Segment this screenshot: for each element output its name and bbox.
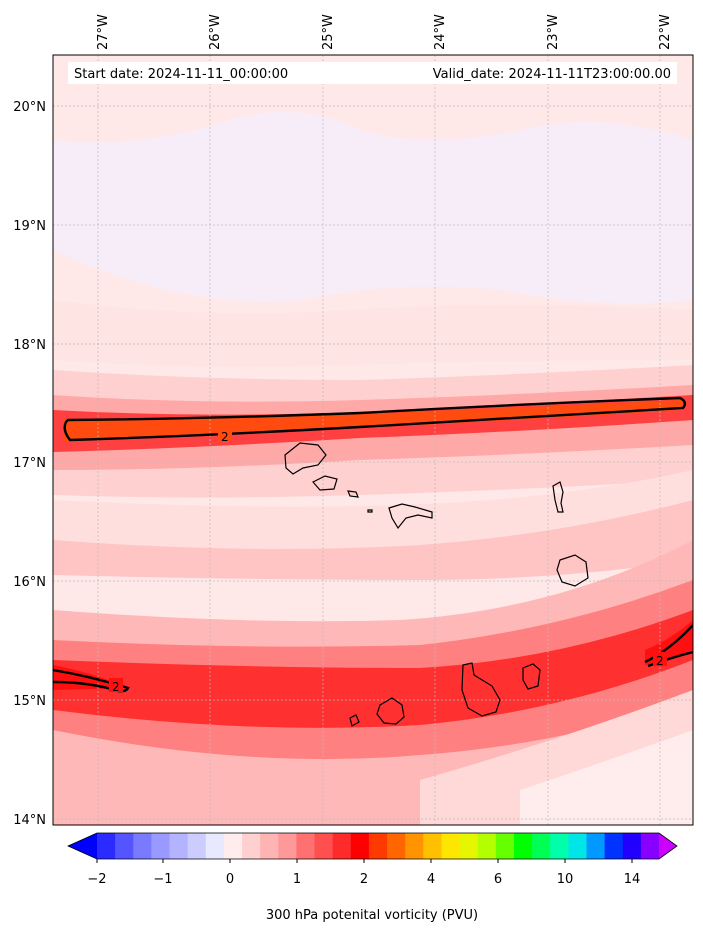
colorbar-segment (586, 833, 606, 859)
colorbar-segment (115, 833, 134, 859)
pv-band-south-inner (53, 610, 693, 728)
island-brava (349, 714, 360, 727)
colorbar-segment (151, 833, 171, 859)
colorbar-segment (513, 833, 533, 859)
contour-2pvu-southwest (53, 668, 130, 693)
colorbar (67, 832, 678, 863)
colorbar-segment (459, 833, 479, 859)
pv-filled-contours (53, 55, 693, 825)
colorbar-segment (387, 833, 406, 859)
lon-label-26w: 26°W (208, 14, 223, 50)
start-date-text: Start date: 2024-11-11_00:00:00 (74, 67, 288, 82)
pv-2-contours (53, 396, 693, 693)
island-sao-nicolau (388, 503, 433, 530)
contour-label-southeast: 2 (656, 654, 664, 668)
island-fogo (376, 697, 405, 725)
lat-label-15n: 15°N (13, 694, 46, 709)
colorbar-segment (296, 833, 316, 859)
lat-label-18n: 18°N (13, 338, 46, 353)
cb-tick-label-1: 1 (293, 872, 301, 887)
lat-label-17n: 17°N (13, 456, 46, 471)
cb-tick-label-10: 10 (557, 872, 574, 887)
lon-label-22w: 22°W (658, 14, 673, 50)
contour-label-north: 2 (221, 430, 229, 444)
lat-label-14n: 14°N (13, 813, 46, 828)
coastlines (284, 442, 589, 727)
contour-2pvu-southeast-b (647, 650, 693, 668)
pv-southeast-weakest (520, 730, 693, 825)
island-santo-antao (284, 442, 327, 475)
lat-label-16n: 16°N (13, 575, 46, 590)
colorbar-segment (133, 833, 152, 859)
colorbar-segment (278, 833, 297, 859)
cb-tick-label-0: 0 (226, 872, 234, 887)
colorbar-segment (314, 833, 334, 859)
lat-label-19n: 19°N (13, 219, 46, 234)
colorbar-segment (169, 833, 189, 859)
colorbar-segment (550, 833, 569, 859)
colorbar-segment (205, 833, 225, 859)
colorbar-segment (350, 833, 370, 859)
colorbar-segment (622, 833, 642, 859)
colorbar-title: 300 hPa potenital vorticity (PVU) (266, 908, 478, 923)
colorbar-segment (604, 833, 624, 859)
colorbar-segment (187, 833, 207, 859)
lon-label-24w: 24°W (433, 14, 448, 50)
contour-2pvu-southeast-a (644, 624, 693, 664)
weak-pv-band (53, 300, 693, 367)
low-pv-region-north (53, 112, 693, 304)
cb-tick-label-14: 14 (624, 872, 641, 887)
colorbar-extend-min (68, 833, 97, 859)
colorbar-segment (405, 833, 424, 859)
colorbar-segment (223, 833, 243, 859)
colorbar-segment (568, 833, 587, 859)
island-boa-vista (556, 554, 589, 587)
colorbar-segment (332, 833, 352, 859)
colorbar-segment (477, 833, 497, 859)
lon-label-25w: 25°W (321, 14, 336, 50)
colorbar-segment (242, 833, 261, 859)
island-sao-vicente (312, 475, 338, 491)
cb-tick-label-2: 2 (360, 872, 368, 887)
pv-middle-band (53, 500, 693, 580)
island-santiago (461, 662, 501, 717)
island-maio (522, 663, 541, 690)
lat-label-20n: 20°N (13, 100, 46, 115)
graticule (53, 55, 693, 825)
contour-2pvu-north (63, 396, 687, 442)
cb-tick-label-6: 6 (494, 872, 502, 887)
contour-label-bg-southeast (653, 652, 667, 666)
colorbar-segment (441, 833, 461, 859)
colorbar-segment (368, 833, 388, 859)
lon-label-23w: 23°W (546, 14, 561, 50)
contour-label-bg-north (218, 428, 232, 442)
contour-label-bg-southwest (109, 678, 123, 692)
colorbar-segment (532, 833, 551, 859)
colorbar-segment (423, 833, 442, 859)
island-raso (367, 509, 373, 513)
colorbar-segment (260, 833, 279, 859)
valid-date-text: Valid_date: 2024-11-11T23:00:00.00 (433, 67, 671, 82)
map-frame (52, 54, 694, 826)
colorbar-segment (97, 833, 116, 859)
colorbar-segment (640, 833, 660, 859)
colorbar-segment (495, 833, 515, 859)
cb-tick-label-minus2: −2 (87, 872, 106, 887)
island-sal (552, 481, 564, 513)
contour-label-southwest: 2 (112, 680, 120, 694)
lon-label-27w: 27°W (96, 14, 111, 50)
cb-tick-label-4: 4 (427, 872, 435, 887)
cb-tick-label-minus1: −1 (153, 872, 172, 887)
island-santa-luzia (347, 490, 359, 498)
header-strip (68, 62, 677, 84)
colorbar-extend-max (659, 833, 677, 859)
